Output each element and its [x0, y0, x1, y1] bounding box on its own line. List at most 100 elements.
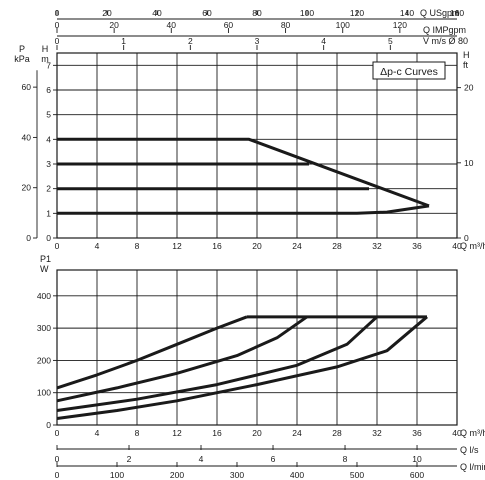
bot-x-tick-24: 24	[292, 428, 302, 438]
top-axis2-tick-5: 5	[388, 36, 393, 46]
bot-y-tick-100: 100	[37, 388, 51, 398]
bot-axis1-tick-0: 0	[55, 454, 60, 464]
power-curve-4	[56, 315, 428, 420]
bot-axis1-tick-8: 8	[343, 454, 348, 464]
bot-x-tick-28: 28	[332, 428, 342, 438]
top-m-tick-3: 3	[46, 159, 51, 169]
bot-y-tick-200: 200	[37, 355, 51, 365]
chart-title: Δp-c Curves	[380, 66, 438, 78]
power-curve-2	[56, 315, 308, 403]
bot-axis1-label: Q l/s	[460, 445, 479, 455]
top-x-tick-16: 16	[212, 241, 222, 251]
kpa-tick-0: 0	[26, 233, 31, 243]
top-axis-impgpm-label: Q IMPgpm	[423, 25, 466, 35]
top-axis2-tick-2: 2	[188, 36, 193, 46]
top-axis2-tick-3: 3	[255, 36, 260, 46]
chart-title-box	[372, 61, 446, 80]
top-m-tick-5: 5	[46, 110, 51, 120]
bot-axis2-tick-500: 500	[350, 470, 364, 480]
m-axis-label-unit: m	[41, 54, 49, 64]
top-x-tick-0: 0	[55, 241, 60, 251]
top-axis0-tick-60: 60	[202, 8, 212, 18]
bot-x-tick-0: 0	[55, 428, 60, 438]
dp-curve-4	[57, 204, 430, 215]
m-axis-label-h: H	[42, 44, 49, 54]
top-axis0-tick-100: 100	[300, 8, 314, 18]
kpa-axis-label-p: P	[19, 44, 25, 54]
top-axis0-tick-80: 80	[252, 8, 262, 18]
top-m-tick-0: 0	[46, 233, 51, 243]
bot-y-tick-0: 0	[46, 420, 51, 430]
bot-x-tick-32: 32	[372, 428, 382, 438]
top-axis1-tick-100: 100	[336, 20, 350, 30]
top-x-tick-40: 40	[452, 241, 462, 251]
top-axis-usgpm-label: Q USgpm	[420, 8, 460, 18]
top-x-tick-20: 20	[252, 241, 262, 251]
bot-x-axis-label: Q m³/h	[460, 428, 485, 438]
kpa-tick-20: 20	[22, 183, 32, 193]
bot-x-tick-12: 12	[172, 428, 182, 438]
top-x-tick-36: 36	[412, 241, 422, 251]
bot-axis2-label: Q l/min	[460, 462, 485, 472]
bot-axis2-tick-400: 400	[290, 470, 304, 480]
top-m-tick-2: 2	[46, 184, 51, 194]
kpa-tick-40: 40	[22, 132, 32, 142]
top-axis1-tick-40: 40	[167, 20, 177, 30]
bot-axis2-tick-100: 100	[110, 470, 124, 480]
top-axis0-tick-120: 120	[350, 8, 364, 18]
bot-axis2-tick-0: 0	[55, 470, 60, 480]
bot-x-tick-16: 16	[212, 428, 222, 438]
top-axis0-tick-140: 140	[400, 8, 414, 18]
top-axis2-tick-4: 4	[321, 36, 326, 46]
bot-axis1-tick-2: 2	[127, 454, 132, 464]
top-m-tick-6: 6	[46, 85, 51, 95]
top-x-tick-4: 4	[95, 241, 100, 251]
top-x-tick-8: 8	[135, 241, 140, 251]
top-axis0-tick-0: 0	[55, 8, 60, 18]
kpa-tick-60: 60	[22, 82, 32, 92]
top-x-tick-24: 24	[292, 241, 302, 251]
bot-y-label-p1: P1	[40, 254, 51, 264]
bot-frame	[56, 269, 458, 426]
top-x-tick-28: 28	[332, 241, 342, 251]
bot-x-tick-20: 20	[252, 428, 262, 438]
ft-tick-20: 20	[464, 83, 474, 93]
ft-axis-label-unit: ft	[463, 60, 469, 70]
top-x-axis-label: Q m³/h	[460, 241, 485, 251]
top-axis0-tick-40: 40	[152, 8, 162, 18]
bot-axis2-tick-300: 300	[230, 470, 244, 480]
bot-axis1-tick-4: 4	[199, 454, 204, 464]
bot-x-tick-8: 8	[135, 428, 140, 438]
ft-tick-0: 0	[464, 233, 469, 243]
dp-curve-1	[57, 137, 430, 208]
top-m-tick-7: 7	[46, 60, 51, 70]
bot-x-tick-36: 36	[412, 428, 422, 438]
power-curve-3	[56, 315, 379, 412]
top-axis0-tick-20: 20	[102, 8, 112, 18]
top-axis1-tick-60: 60	[224, 20, 234, 30]
top-axis0-tick-160: 160	[450, 8, 464, 18]
ft-tick-10: 10	[464, 158, 474, 168]
top-axis1-tick-20: 20	[109, 20, 119, 30]
top-x-tick-12: 12	[172, 241, 182, 251]
power-curve-1	[56, 315, 248, 390]
top-m-tick-1: 1	[46, 208, 51, 218]
top-frame	[56, 52, 458, 239]
bot-axis1-tick-10: 10	[412, 454, 422, 464]
kpa-axis-label-unit: kPa	[14, 54, 30, 64]
top-axis1-tick-120: 120	[393, 20, 407, 30]
bot-y-label-unit: W	[40, 264, 49, 274]
bot-x-tick-4: 4	[95, 428, 100, 438]
bot-y-tick-300: 300	[37, 323, 51, 333]
bot-axis2-tick-600: 600	[410, 470, 424, 480]
top-axis2-tick-0: 0	[55, 36, 60, 46]
bot-x-tick-40: 40	[452, 428, 462, 438]
top-axis1-tick-80: 80	[281, 20, 291, 30]
top-axis2-tick-1: 1	[121, 36, 126, 46]
bot-y-tick-400: 400	[37, 291, 51, 301]
ft-axis-label-h: H	[463, 50, 470, 60]
top-axis1-tick-0: 0	[55, 20, 60, 30]
top-axis-velocity-label: V m/s Ø 80	[423, 36, 468, 46]
bot-axis1-tick-6: 6	[271, 454, 276, 464]
